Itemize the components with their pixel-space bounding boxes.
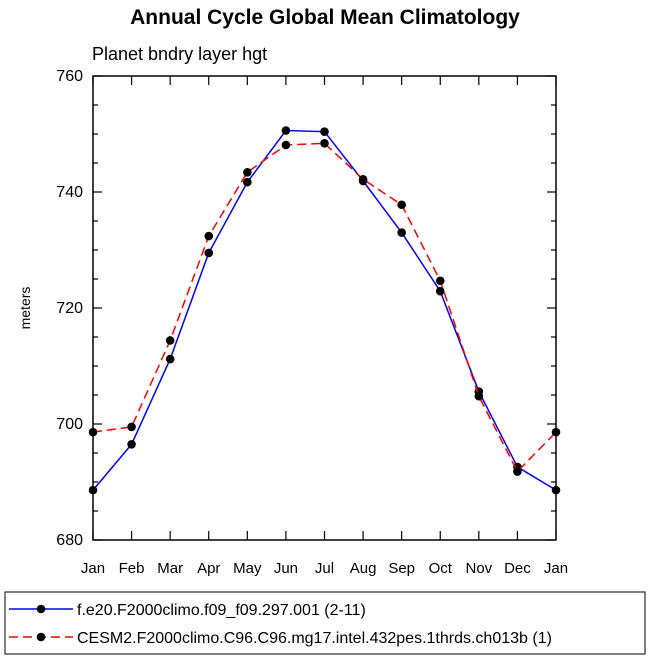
series-1-point bbox=[320, 127, 329, 136]
legend-label-2: CESM2.F2000climo.C96.C96.mg17.intel.432p… bbox=[77, 630, 552, 647]
x-tick-label: Feb bbox=[119, 560, 145, 577]
series-1-point bbox=[204, 248, 214, 258]
series-1-point bbox=[551, 485, 561, 495]
x-tick-label: Mar bbox=[157, 560, 183, 577]
legend-box bbox=[4, 591, 646, 655]
x-tick-label: Jun bbox=[274, 560, 298, 577]
x-tick-label: Sep bbox=[388, 560, 415, 577]
x-tick-label: Jan bbox=[544, 560, 568, 577]
series-2-point bbox=[127, 422, 136, 432]
series-2-point bbox=[435, 276, 445, 286]
series-2-point bbox=[513, 467, 522, 476]
x-tick-labels: Jan Feb Mar Apr May Jun Jul Aug Sep Oct Nov Dec Jan bbox=[81, 560, 568, 577]
series-2-point bbox=[320, 138, 329, 148]
x-tick-label: Aug bbox=[350, 560, 377, 577]
series-2-point bbox=[397, 200, 406, 210]
axis-ticks bbox=[92, 75, 557, 541]
x-tick-label: Apr bbox=[197, 560, 220, 577]
series-1-point bbox=[165, 354, 175, 364]
series-1-point bbox=[435, 286, 445, 296]
x-tick-label: May bbox=[233, 560, 262, 577]
y-axis-label: meters bbox=[17, 287, 33, 330]
x-tick-label: Jul bbox=[315, 560, 334, 577]
y-tick-label: 700 bbox=[56, 416, 83, 433]
series-1-line bbox=[92, 129, 557, 491]
series-2-line bbox=[92, 142, 557, 473]
series-1-point bbox=[281, 126, 291, 135]
series-1-point bbox=[88, 485, 98, 495]
series-layer bbox=[88, 126, 561, 495]
series-1-point bbox=[127, 440, 136, 449]
series-1-point bbox=[243, 177, 252, 187]
y-tick-label: 760 bbox=[56, 68, 83, 85]
legend-marker-1 bbox=[36, 604, 46, 614]
y-tick-label: 720 bbox=[56, 300, 83, 317]
x-tick-label: Dec bbox=[504, 560, 531, 577]
x-tick-label: Nov bbox=[465, 560, 492, 577]
series-2-point bbox=[281, 140, 291, 150]
series-2-point bbox=[243, 167, 252, 177]
x-tick-label: Oct bbox=[429, 560, 453, 577]
legend: f.e20.F2000climo.f09_f09.297.001 (2-11) C… bbox=[9, 602, 552, 647]
series-2-point bbox=[165, 336, 175, 345]
x-tick-label: Jan bbox=[81, 560, 105, 577]
chart-subtitle: Planet bndry layer hgt bbox=[92, 44, 267, 64]
chart-title: Annual Cycle Global Mean Climatology bbox=[130, 6, 520, 29]
legend-label-1: f.e20.F2000climo.f09_f09.297.001 (2-11) bbox=[77, 602, 366, 619]
series-2-point bbox=[474, 391, 484, 401]
y-tick-label: 680 bbox=[56, 532, 83, 549]
legend-marker-2 bbox=[36, 632, 46, 642]
y-tick-label: 740 bbox=[56, 184, 83, 201]
series-2-point bbox=[204, 231, 214, 241]
series-2-point bbox=[551, 427, 561, 437]
series-2-point bbox=[358, 174, 368, 184]
series-1-point bbox=[397, 228, 406, 237]
y-tick-labels: 680 700 720 740 760 bbox=[56, 68, 83, 549]
series-2-point bbox=[88, 427, 98, 437]
